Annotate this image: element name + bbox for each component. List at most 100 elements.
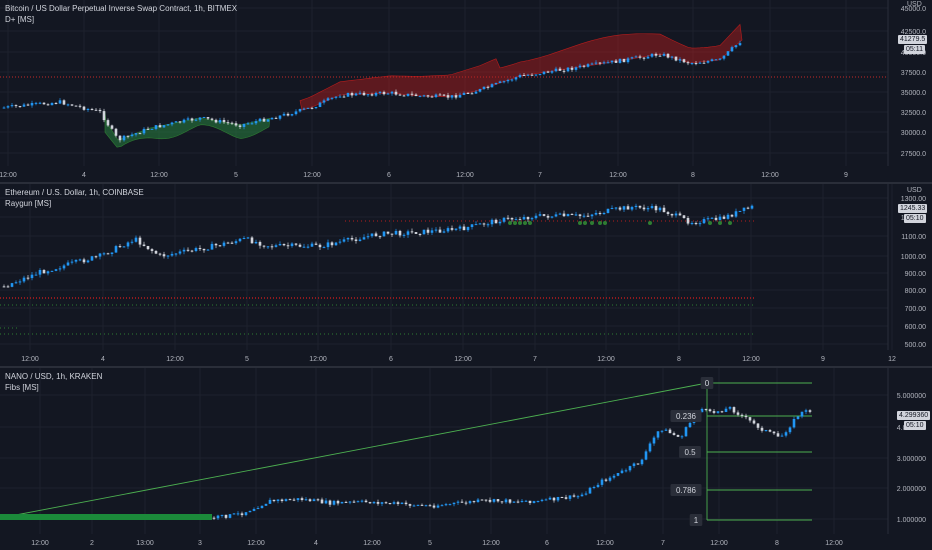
- candle: [572, 495, 576, 497]
- nano-chart[interactable]: 5.0000004.0000003.0000002.0000001.000000…: [0, 368, 932, 550]
- btc-chart-pane[interactable]: 45000.042500.040000.037500.035000.032500…: [0, 0, 932, 182]
- candle: [306, 107, 310, 109]
- candle: [604, 479, 608, 481]
- candle: [396, 502, 400, 504]
- nano-chart-pane[interactable]: 5.0000004.0000003.0000002.0000001.000000…: [0, 368, 932, 550]
- candle: [222, 119, 226, 123]
- candle: [270, 117, 274, 120]
- nano-x-tick: 5: [428, 540, 432, 547]
- candle: [242, 123, 246, 127]
- candle: [10, 283, 14, 287]
- candle: [522, 75, 526, 77]
- eth-chart-pane[interactable]: 1300.001200.001100.001000.00900.00800.00…: [0, 184, 932, 366]
- btc-countdown-label: 05:11: [904, 45, 925, 54]
- candle: [574, 67, 578, 70]
- candle: [130, 241, 134, 243]
- eth-indicator-label[interactable]: Raygun [MS]: [5, 199, 52, 208]
- candle: [592, 486, 596, 488]
- nano-symbol-title[interactable]: NANO / USD, 1h, KRAKEN: [5, 372, 103, 381]
- candle: [30, 274, 34, 279]
- candle: [418, 233, 422, 235]
- candle: [510, 218, 514, 220]
- candle: [370, 233, 374, 237]
- candle: [210, 243, 214, 250]
- candle: [154, 250, 158, 254]
- candle: [118, 135, 122, 141]
- nano-x-tick: 13:00: [136, 540, 154, 547]
- eth-x-tick: 9: [821, 356, 825, 363]
- candle: [150, 249, 154, 251]
- candle: [722, 216, 726, 219]
- candle: [714, 217, 718, 220]
- nano-x-tick: 7: [661, 540, 665, 547]
- pane-separator[interactable]: [0, 366, 932, 368]
- candle: [308, 499, 312, 502]
- candle: [784, 432, 788, 436]
- eth-x-tick: 5: [245, 356, 249, 363]
- candle: [382, 231, 386, 237]
- candle: [648, 443, 652, 452]
- candle: [244, 512, 248, 516]
- candle: [724, 408, 728, 412]
- eth-x-tick: 8: [677, 356, 681, 363]
- btc-symbol-title[interactable]: Bitcoin / US Dollar Perpetual Inverse Sw…: [5, 4, 238, 13]
- candle: [226, 122, 230, 124]
- nano-y-tick: 1.000000: [897, 517, 926, 524]
- candle: [570, 214, 574, 216]
- candle: [216, 515, 220, 519]
- candle: [718, 58, 722, 60]
- candle: [178, 121, 182, 123]
- candle: [412, 505, 416, 507]
- candle: [250, 237, 254, 244]
- candle: [306, 246, 310, 248]
- btc-chart[interactable]: 45000.042500.040000.037500.035000.032500…: [0, 0, 932, 182]
- candle: [508, 499, 512, 503]
- candle: [218, 245, 222, 247]
- candle: [630, 57, 634, 59]
- eth-signal-dot: [708, 221, 712, 225]
- candle: [564, 497, 568, 499]
- candle: [352, 501, 356, 503]
- candle: [418, 95, 422, 97]
- btc-y-tick: 35000.0: [901, 90, 926, 97]
- candle: [416, 504, 420, 506]
- candle: [302, 108, 306, 110]
- candle: [680, 436, 684, 438]
- btc-indicator-label[interactable]: D+ [MS]: [5, 15, 35, 24]
- btc-bear-cloud: [299, 23, 743, 111]
- candle: [158, 253, 162, 255]
- candle: [504, 499, 508, 503]
- eth-signal-dot: [728, 221, 732, 225]
- candle: [708, 409, 712, 412]
- candle: [220, 514, 224, 516]
- candle: [186, 249, 190, 251]
- nano-fib-label: 0.236: [676, 412, 697, 421]
- candle: [82, 259, 86, 263]
- candle: [380, 502, 384, 504]
- candle: [292, 499, 296, 501]
- candle: [510, 79, 514, 81]
- nano-indicator-label[interactable]: Fibs [MS]: [5, 383, 39, 392]
- candle: [258, 118, 262, 122]
- candle: [502, 81, 506, 83]
- candle: [646, 208, 650, 210]
- candle: [642, 57, 646, 59]
- candle: [600, 479, 604, 485]
- candle: [596, 484, 600, 487]
- candle: [2, 107, 6, 109]
- candle: [658, 55, 662, 57]
- candle: [682, 59, 686, 63]
- candle: [554, 68, 558, 72]
- eth-symbol-title[interactable]: Ethereum / U.S. Dollar, 1h, COINBASE: [5, 188, 144, 197]
- candle: [488, 499, 492, 502]
- candle: [326, 242, 330, 248]
- candle: [700, 408, 704, 413]
- pane-separator[interactable]: [0, 182, 932, 184]
- nano-base-band: [0, 514, 212, 520]
- eth-chart[interactable]: 1300.001200.001100.001000.00900.00800.00…: [0, 184, 932, 366]
- candle: [588, 487, 592, 494]
- candle: [206, 117, 210, 119]
- candle: [334, 96, 338, 98]
- candle: [368, 502, 372, 504]
- eth-y-tick: 1300.00: [901, 196, 926, 203]
